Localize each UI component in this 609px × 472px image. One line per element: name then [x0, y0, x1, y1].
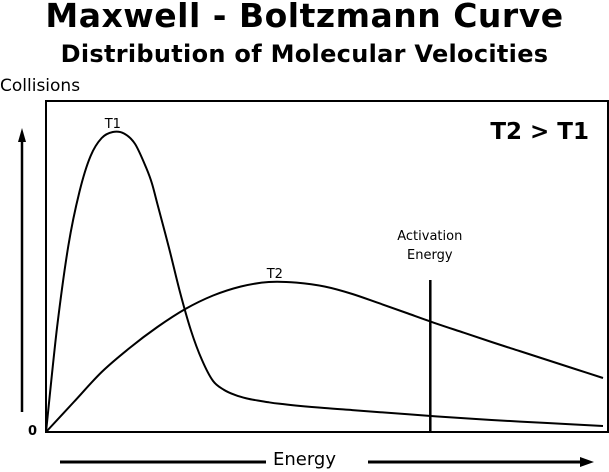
chart-title: Maxwell - Boltzmann Curve [45, 0, 564, 35]
activation-energy-label-line: Energy [407, 248, 453, 263]
temperature-comparison-note: T2 > T1 [490, 119, 589, 145]
series-line-t1 [45, 130, 604, 433]
y-axis-label: Collisions [0, 76, 81, 96]
plot-frame [45, 100, 609, 433]
series-line-t2 [45, 280, 604, 433]
chart-subtitle: Distribution of Molecular Velocities [60, 40, 549, 68]
x-axis-arrowhead [580, 457, 594, 467]
series-label-t2: T2 [266, 267, 283, 282]
series-label-t1: T1 [104, 117, 121, 132]
activation-energy-label-line: Activation [397, 229, 462, 244]
x-axis-label: Energy [272, 449, 337, 470]
origin-tick-label: 0 [28, 424, 38, 439]
y-axis-arrowhead [18, 128, 26, 142]
